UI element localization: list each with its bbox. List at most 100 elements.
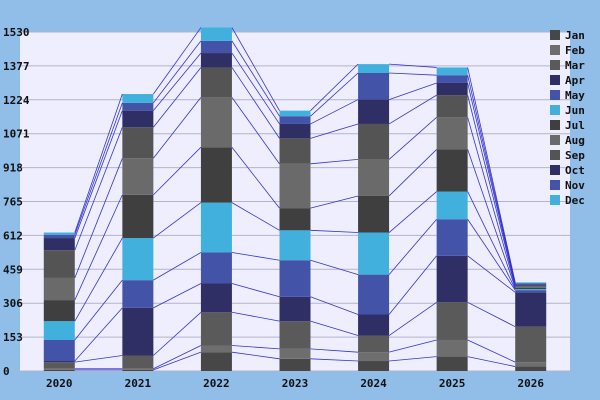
bar-segment-jan	[358, 361, 390, 371]
legend-swatch	[550, 135, 560, 145]
legend-item: Jul	[550, 119, 585, 132]
bar-segment-mar	[515, 326, 547, 363]
bar-segment-nov	[122, 102, 154, 111]
connector-line	[231, 52, 280, 125]
connector-line	[388, 255, 437, 315]
bar-segment-jun	[43, 321, 75, 340]
connector-line	[310, 123, 359, 139]
connector-line	[310, 72, 359, 117]
connector-line	[153, 283, 202, 309]
connector-line	[388, 191, 437, 233]
bar-segment-feb	[122, 368, 154, 370]
bar-segment-apr	[436, 255, 468, 303]
bar-segment-aug	[279, 163, 311, 209]
legend-swatch	[550, 105, 560, 115]
bar-segment-sep	[43, 250, 75, 278]
y-tick-label: 459	[3, 263, 23, 276]
bar-segment-dec	[436, 67, 468, 76]
connector-line	[74, 355, 123, 363]
legend-item: Apr	[550, 74, 585, 87]
bar-segment-oct	[436, 82, 468, 96]
legend-swatch	[550, 120, 560, 130]
legend-item: Nov	[550, 179, 585, 192]
connector-line	[388, 339, 437, 353]
bar-segment-feb	[436, 339, 468, 357]
bar-segment-jan	[122, 369, 154, 371]
connector-line	[310, 159, 359, 165]
connector-line	[388, 218, 437, 275]
x-tick-label: 2022	[203, 377, 230, 390]
bar-segment-aug	[515, 286, 547, 288]
connector-line	[153, 252, 202, 281]
bar-segment-apr	[122, 307, 154, 356]
x-axis-ticks: 2020 2021 2022 2023 2024 2025 2026	[46, 377, 544, 390]
legend: Jan Feb Mar Apr May Jun Jul Aug Sep Oct Nov Dec	[550, 29, 585, 207]
connector-lines	[74, 27, 516, 371]
bar-segment-oct	[515, 284, 547, 286]
connector-line	[153, 97, 202, 159]
connector-line	[310, 296, 359, 315]
connector-line	[74, 102, 123, 235]
legend-item: Aug	[550, 134, 585, 147]
legend-swatch	[550, 75, 560, 85]
legend-swatch	[550, 30, 560, 40]
connector-line	[231, 27, 280, 111]
connector-line	[467, 219, 516, 291]
connector-line	[388, 94, 437, 125]
connector-line	[388, 149, 437, 197]
legend-label: Nov	[565, 179, 585, 192]
connector-line	[153, 351, 202, 371]
bar-segment-sep	[122, 127, 154, 159]
connector-line	[231, 97, 280, 165]
connector-line	[74, 279, 123, 341]
bar-segment-nov	[279, 116, 311, 124]
bar-segment-mar	[279, 321, 311, 349]
bar-segment-may	[515, 290, 547, 293]
bar-segment-mar	[200, 312, 232, 346]
bar-segment-may	[358, 274, 390, 315]
connector-line	[231, 345, 280, 350]
bar-segment-jun	[358, 232, 390, 275]
y-tick-label: 1224	[3, 94, 30, 107]
connector-line	[231, 146, 280, 209]
bar-segment-oct	[122, 110, 154, 128]
bar-segment-dec	[515, 282, 547, 284]
connector-line	[310, 358, 359, 362]
legend-item: May	[550, 89, 585, 102]
connector-line	[310, 99, 359, 125]
bar-segment-aug	[43, 277, 75, 301]
x-tick-label: 2021	[125, 377, 152, 390]
y-tick-label: 153	[3, 331, 23, 344]
y-tick-label: 765	[3, 196, 23, 209]
x-tick-label: 2024	[360, 377, 387, 390]
bar-segment-oct	[43, 238, 75, 251]
connector-line	[467, 75, 516, 284]
bar-segment-jul	[515, 287, 547, 290]
legend-item: Oct	[550, 164, 585, 177]
legend-label: Aug	[565, 134, 585, 147]
bar-segment-nov	[43, 234, 75, 239]
bar-segment-apr	[43, 361, 75, 363]
bar-segment-jul	[358, 195, 390, 233]
connector-line	[467, 255, 516, 293]
connector-line	[153, 202, 202, 239]
legend-label: May	[565, 89, 585, 102]
connector-line	[310, 63, 359, 111]
legend-swatch	[550, 195, 560, 205]
y-tick-label: 306	[3, 297, 23, 310]
bar-segment-jun	[279, 230, 311, 261]
bar-segment-aug	[358, 159, 390, 196]
connector-line	[467, 356, 516, 367]
connector-line	[153, 146, 202, 196]
connector-line	[467, 191, 516, 290]
legend-label: Oct	[565, 164, 585, 177]
connector-line	[231, 351, 280, 360]
bar-segment-may	[200, 252, 232, 284]
bar-segment-sep	[200, 67, 232, 98]
connector-line	[310, 348, 359, 353]
bar-segment-may	[43, 339, 75, 362]
legend-label: Jul	[565, 119, 585, 132]
bar-segment-apr	[279, 296, 311, 322]
bar-segment-jun	[200, 202, 232, 253]
connector-line	[388, 82, 437, 100]
